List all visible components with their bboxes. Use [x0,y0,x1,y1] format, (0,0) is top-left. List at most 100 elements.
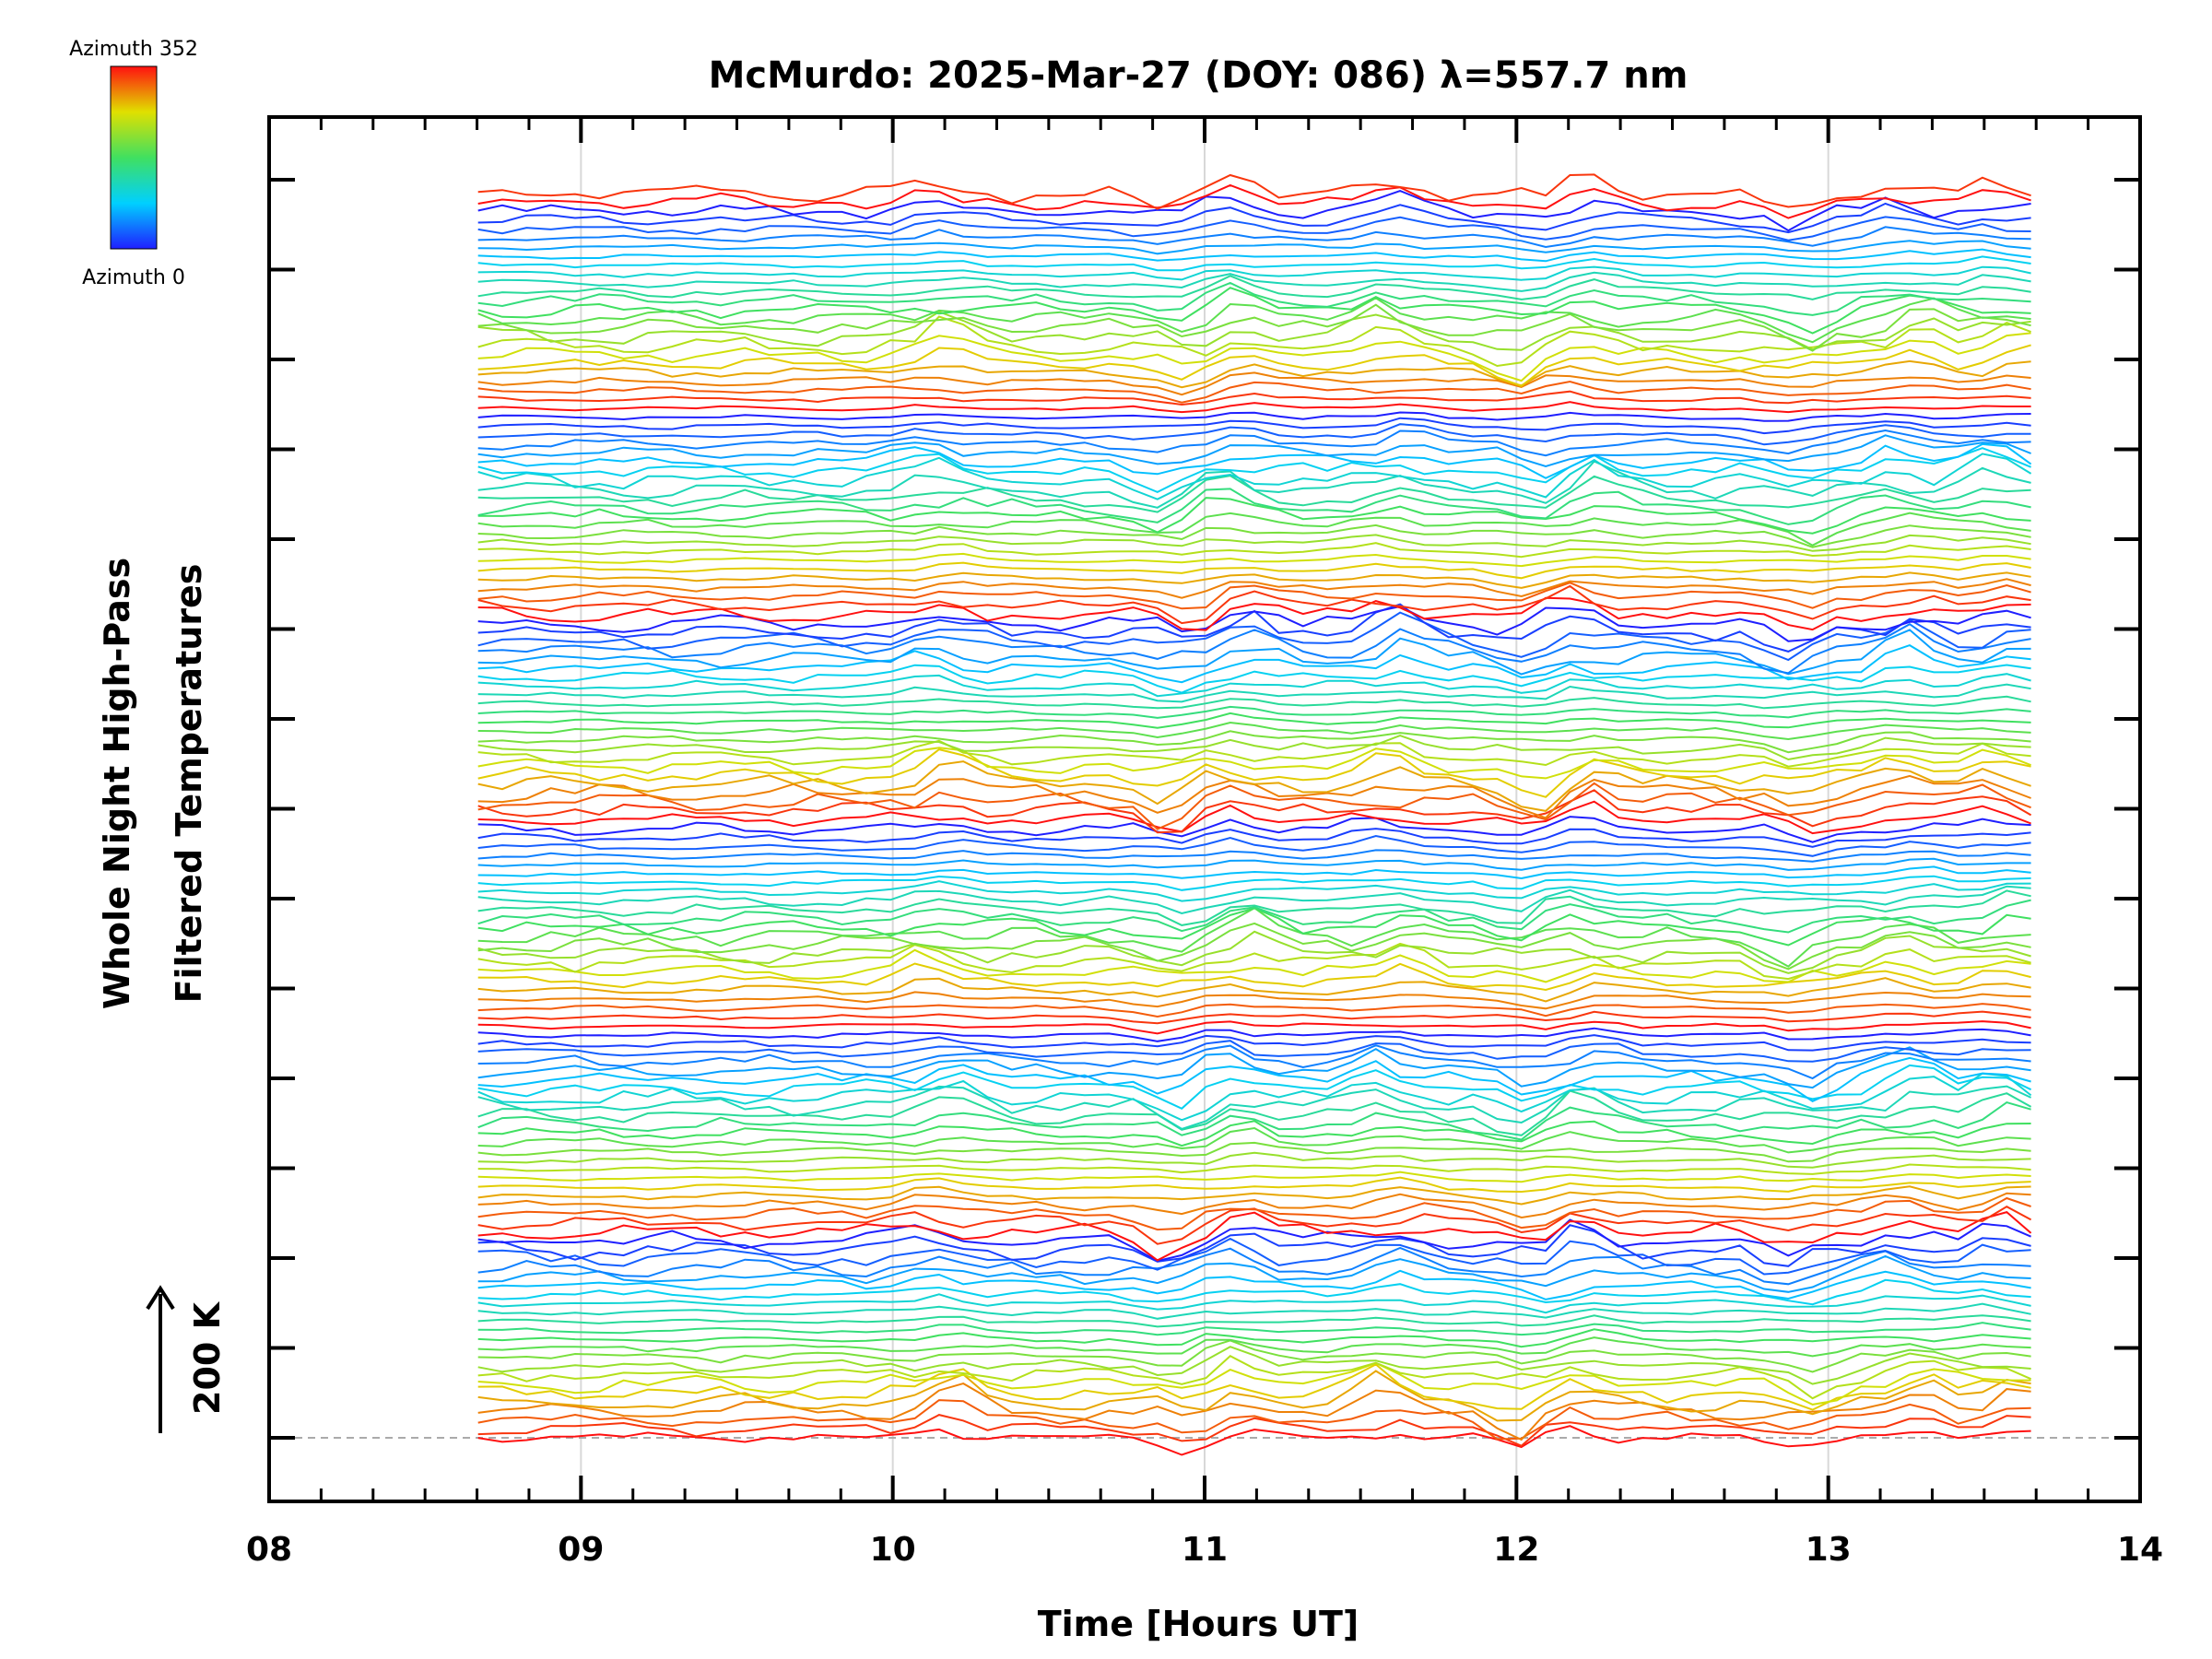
temperature-trace [477,216,2031,241]
x-tick-label: 10 [870,1531,916,1569]
temperature-trace [477,173,2031,210]
temperature-trace [477,629,2031,676]
x-tick-label: 11 [1182,1531,1228,1569]
temperature-trace [477,721,2031,741]
temperature-trace [477,1176,2031,1194]
temperature-trace [477,311,2031,351]
temperature-trace [477,281,2031,316]
temperature-traces [477,173,2032,1456]
x-axis-ticks: 08 09 10 11 12 13 14 [246,117,2163,1569]
temperature-trace [477,1425,2031,1456]
temperature-trace [477,497,2031,535]
temperature-trace [477,1414,2031,1447]
x-tick-label: 08 [246,1531,292,1569]
temperature-trace [477,735,2031,761]
temperature-trace [477,1254,2031,1293]
y-axis-ticks [269,178,2140,1440]
temperature-trace [477,1399,2031,1441]
temperature-trace [477,344,2031,387]
x-tick-label: 09 [558,1531,604,1569]
temperature-trace [477,816,2031,843]
temperature-trace [477,1010,2031,1025]
colorbar-scale [110,65,158,250]
temperature-trace [477,582,2031,610]
temperature-trace [477,1278,2031,1306]
temperature-trace [477,1314,2031,1328]
temperature-trace [477,800,2031,835]
temperature-trace [477,202,2031,234]
x-axis-label: Time [Hours UT] [1038,1604,1359,1644]
temperature-trace [477,1020,2031,1035]
x-tick-label: 12 [1493,1531,1539,1569]
temperature-trace [477,1040,2031,1063]
temperature-trace [477,442,2032,479]
temperature-trace [477,401,2031,414]
temperature-trace [477,1163,2031,1175]
temperature-trace [477,865,2031,880]
temperature-trace [477,240,2031,255]
chart-title: McMurdo: 2025-Mar-27 (DOY: 086) λ=557.7 … [709,54,1688,97]
temperature-trace [477,673,2031,698]
temperature-trace [477,605,2031,642]
temperature-trace [477,303,2031,352]
temperature-trace [477,922,2031,971]
temperature-trace [477,782,2031,830]
temperature-trace [477,712,2031,729]
temperature-trace [477,411,2031,422]
temperature-trace [477,889,2031,926]
temperature-trace [477,948,2031,983]
temperature-trace [477,747,2031,780]
temperature-trace [477,1370,2031,1422]
temperature-trace [477,248,2031,263]
temperature-trace [477,584,2031,625]
temperature-trace [477,1269,2031,1300]
temperature-trace [477,942,2031,981]
temperature-trace [477,552,2031,568]
temperature-trace [477,880,2031,902]
temperature-trace [477,460,2031,509]
temperature-trace [477,977,2031,1003]
temperature-trace [477,760,2031,812]
temperature-trace [477,849,2031,863]
temperature-trace [477,899,2031,934]
temperature-trace [477,1192,2031,1219]
temperature-trace [477,739,2031,768]
temperature-trace [477,1293,2031,1314]
y-axis-label: Whole Night High-Pass Filtered Temperatu… [97,558,209,1009]
temperature-trace [477,332,2031,382]
temperature-trace [477,962,2031,992]
temperature-trace [477,789,2032,834]
temperature-trace [477,1196,2031,1231]
temperature-trace [477,1185,2031,1206]
colorbar-bottom-label: Azimuth 0 [82,266,185,289]
temperature-trace [477,1151,2031,1169]
temperature-trace [477,190,2031,232]
temperature-trace [477,774,2031,819]
temperature-trace [477,857,2031,871]
colorbar-top-label: Azimuth 352 [69,38,198,61]
temperature-trace [477,542,2031,559]
temperature-trace [477,390,2031,406]
temperature-trace [477,1246,2031,1286]
temperature-trace [477,623,2031,675]
temperature-trace [477,434,2031,468]
temperature-trace [477,1046,2031,1089]
temperature-trace [477,571,2031,589]
temperature-trace [477,1336,2031,1358]
temperature-trace [477,561,2031,580]
temperature-trace [477,834,2031,857]
temperature-trace [477,1210,2032,1262]
temperature-trace [477,1064,2032,1110]
temperature-trace [477,664,2031,694]
temperature-trace [477,453,2032,500]
temperature-trace [477,695,2031,710]
temperature-trace [477,534,2031,552]
temperature-trace [477,315,2031,368]
temperature-trace [477,417,2031,435]
temperature-trace [477,371,2031,396]
temperature-trace [477,1218,2031,1263]
temperature-trace [477,423,2031,446]
temperature-trace [477,828,2031,848]
temperature-trace [477,991,2031,1010]
